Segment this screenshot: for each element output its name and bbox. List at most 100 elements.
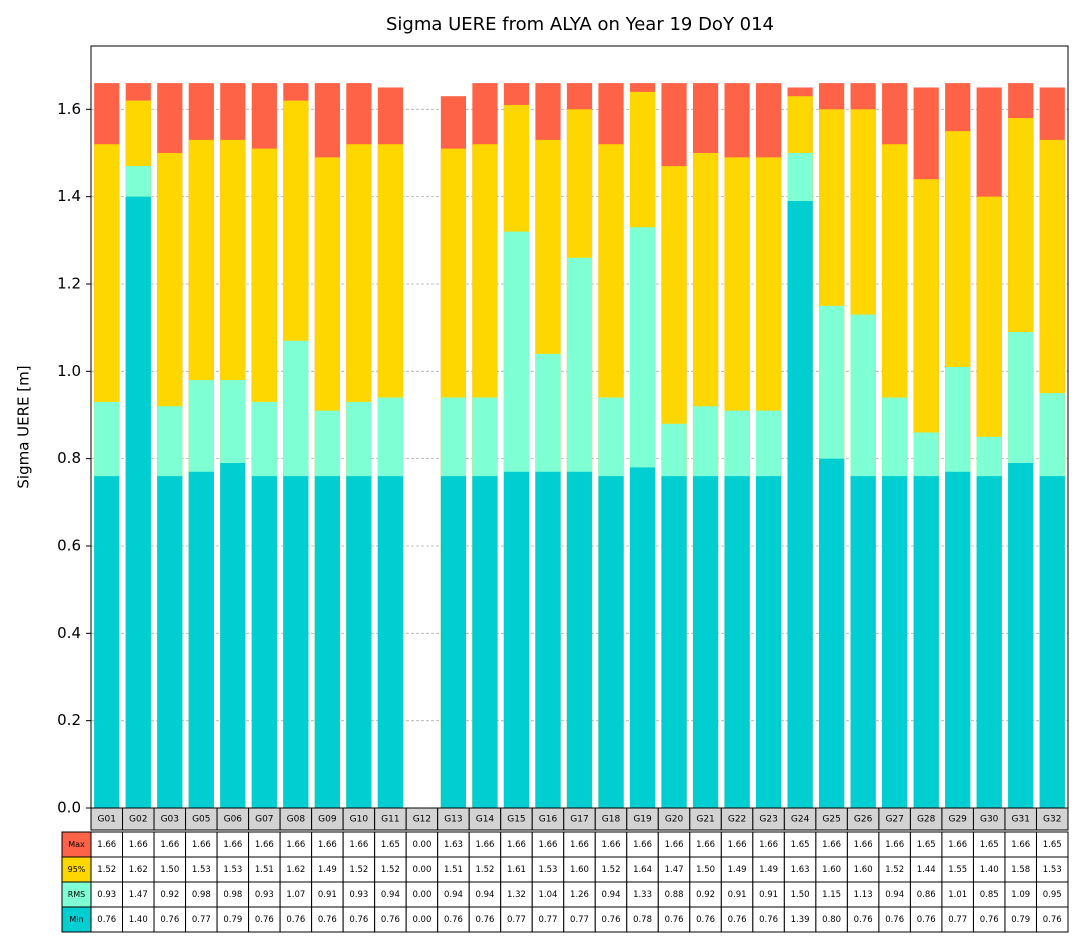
table-value: 0.76 <box>885 915 904 925</box>
table-value: 0.76 <box>286 915 305 925</box>
x-tick-label: G28 <box>917 815 936 825</box>
table-value: 1.52 <box>602 865 621 875</box>
bar <box>188 471 214 808</box>
x-tick-label: G19 <box>633 815 652 825</box>
table-value: 0.94 <box>444 890 463 900</box>
table-value: 1.66 <box>948 840 967 850</box>
table-cell <box>941 831 974 858</box>
x-tick-label: G16 <box>539 815 558 825</box>
table-cell <box>374 856 407 883</box>
table-cell <box>878 906 911 933</box>
table-value: 1.04 <box>539 890 558 900</box>
bar <box>94 476 120 808</box>
table-value: 1.51 <box>255 865 274 875</box>
table-cell <box>626 856 659 883</box>
table-cell <box>500 831 533 858</box>
table-value: 1.49 <box>759 865 778 875</box>
x-tick-label: G18 <box>602 815 621 825</box>
table-row-header <box>61 831 92 858</box>
table-value: 1.63 <box>444 840 463 850</box>
table-value: 0.77 <box>539 915 558 925</box>
table-value: 1.07 <box>286 890 305 900</box>
table-value: 0.91 <box>759 890 778 900</box>
bar <box>251 476 277 808</box>
table-value: 0.76 <box>349 915 368 925</box>
bar <box>503 471 530 808</box>
table-value: 1.66 <box>192 840 211 850</box>
x-tick-label: G14 <box>476 815 495 825</box>
table-value: 0.00 <box>412 915 431 925</box>
table-cell <box>468 906 502 933</box>
table-value: 0.92 <box>160 890 179 900</box>
table-value: 0.80 <box>822 915 841 925</box>
table-cell <box>594 906 628 933</box>
x-tick-label: G21 <box>696 815 714 825</box>
table-value: 1.47 <box>665 865 684 875</box>
table-value: 1.50 <box>791 890 810 900</box>
table-value: 1.53 <box>539 865 558 875</box>
chart-title: Sigma UERE from ALYA on Year 19 DoY 014 <box>386 14 774 35</box>
table-cell <box>689 831 722 858</box>
table-value: 1.66 <box>318 840 337 850</box>
bar <box>125 196 151 808</box>
table-value: 1.66 <box>1011 840 1030 850</box>
table-value: 0.00 <box>412 865 431 875</box>
table-value: 0.92 <box>696 890 715 900</box>
bar <box>220 463 246 808</box>
table-value: 1.65 <box>917 840 936 850</box>
table-value: 0.85 <box>980 890 999 900</box>
table-value: 0.93 <box>349 890 368 900</box>
table-value: 0.86 <box>917 890 936 900</box>
table-value: 1.66 <box>759 840 778 850</box>
x-tick-label: G07 <box>255 815 273 825</box>
table-value: 1.63 <box>791 865 810 875</box>
table-cell <box>500 881 533 908</box>
table-cell <box>531 881 565 908</box>
table-cell <box>437 856 470 883</box>
x-tick-label: G05 <box>192 815 210 825</box>
bar <box>566 471 593 808</box>
table-value: 1.60 <box>854 865 873 875</box>
table-value: 0.76 <box>160 915 179 925</box>
table-cell <box>90 831 124 858</box>
table-value: 1.50 <box>696 865 715 875</box>
table-value: 1.52 <box>349 865 368 875</box>
y-tick-label: 0.2 <box>57 711 81 729</box>
table-row-header <box>61 881 92 908</box>
table-value: 1.66 <box>160 840 179 850</box>
x-tick-label: G06 <box>224 815 243 825</box>
table-header-cell <box>1035 807 1069 831</box>
bar <box>598 476 624 808</box>
legend-label: Min <box>69 915 83 924</box>
table-cell <box>689 906 722 933</box>
table-cell <box>185 831 218 858</box>
table-value: 1.61 <box>507 865 526 875</box>
table-cell <box>878 881 911 908</box>
y-tick-label: 1.2 <box>57 274 81 292</box>
x-tick-label: G29 <box>948 815 967 825</box>
table-cell <box>153 856 187 883</box>
bar <box>945 471 971 808</box>
table-value: 1.66 <box>475 840 494 850</box>
table-value: 0.76 <box>381 915 400 925</box>
x-tick-label: G15 <box>507 815 525 825</box>
y-tick-label: 0.0 <box>57 799 81 817</box>
table-value: 1.66 <box>286 840 305 850</box>
table-cell <box>405 881 439 908</box>
x-tick-label: G11 <box>381 815 399 825</box>
table-value: 1.52 <box>97 865 116 875</box>
table-value: 1.50 <box>160 865 179 875</box>
table-cell <box>783 906 817 933</box>
table-cell <box>405 906 439 933</box>
table-value: 1.60 <box>570 865 589 875</box>
x-tick-label: G09 <box>318 815 337 825</box>
table-value: 1.40 <box>129 915 148 925</box>
table-cell <box>657 831 691 858</box>
table-value: 1.01 <box>948 890 967 900</box>
table-cell <box>153 906 187 933</box>
table-cell <box>846 906 880 933</box>
table-cell <box>248 831 281 858</box>
table-cell <box>500 856 533 883</box>
bar <box>882 476 908 808</box>
table-cell <box>342 881 376 908</box>
